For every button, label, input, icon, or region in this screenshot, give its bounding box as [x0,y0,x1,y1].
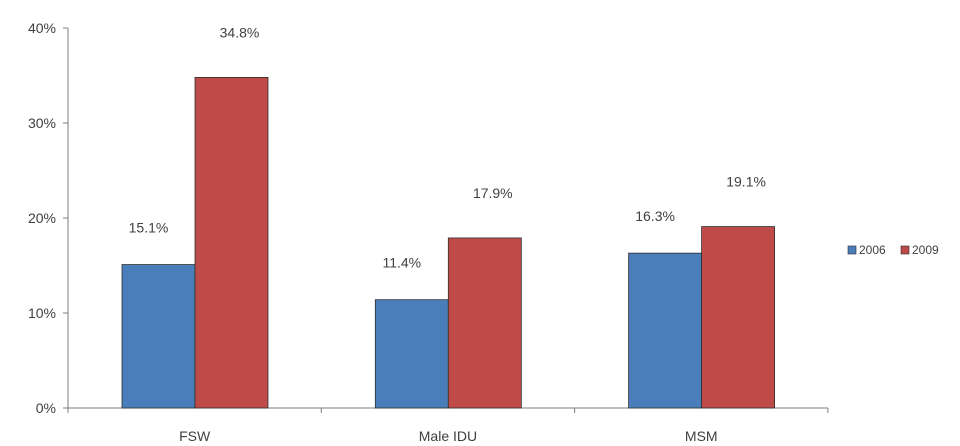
y-tick-label: 30% [28,115,56,131]
legend: 2006 2009 [847,243,939,257]
bar-2006-fsw [121,264,196,409]
category-labels: FSW Male IDU MSM [179,428,717,444]
y-tick-label: 20% [28,210,56,226]
legend-swatch [900,245,910,255]
bar-2009-male-idu [447,237,522,409]
bar-2006-msm [628,252,702,409]
y-tick-label: 40% [28,20,56,36]
category-label: FSW [179,428,211,444]
data-label: 15.1% [129,220,169,236]
y-tick-label: 0% [36,400,56,416]
data-label: 34.8% [220,24,260,40]
data-label: 17.9% [473,185,513,201]
legend-label: 2009 [912,243,939,257]
data-label: 11.4% [382,255,421,271]
legend-swatch [847,245,857,255]
bar-2009-fsw [194,77,269,409]
legend-label: 2006 [859,243,886,257]
data-label: 19.1% [726,174,766,190]
data-labels: 15.1% 11.4% 16.3% 34.8% 17.9% 19.1% [129,24,766,270]
data-label: 16.3% [635,208,675,224]
bar-2006-male-idu [374,299,449,409]
y-ticks: 0% 10% 20% 30% 40% [28,20,829,416]
category-label: MSM [685,428,718,444]
category-label: Male IDU [419,428,477,444]
y-tick-label: 10% [28,305,56,321]
bars [121,77,775,409]
bar-2009-msm [701,226,775,409]
